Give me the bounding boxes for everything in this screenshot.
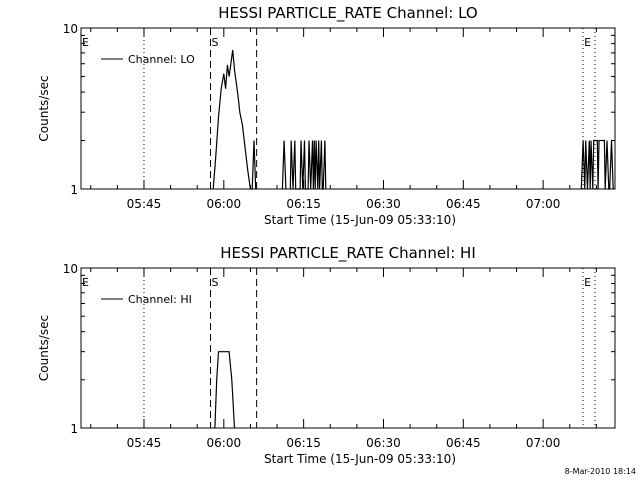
annotation-label: S xyxy=(212,36,219,49)
plot-frame xyxy=(80,267,616,429)
y-tick-label: 10 xyxy=(63,262,78,276)
plot-frame xyxy=(80,27,616,190)
x-tick-label: 07:00 xyxy=(526,197,561,211)
y-tick-label: 10 xyxy=(63,22,78,36)
x-axis-label: Start Time (15-Jun-09 05:33:10) xyxy=(264,213,456,227)
chart-panel-1: HESSI PARTICLE_RATE Channel: LO 1 10 05:45 0… xyxy=(37,4,616,227)
chart-panel-2: HESSI PARTICLE_RATE Channel: HI 1 10 05:45 0… xyxy=(37,244,616,466)
x-tick-label: 06:15 xyxy=(286,436,321,450)
series-1 xyxy=(214,351,236,429)
timestamp: 8-Mar-2010 18:14 xyxy=(565,467,636,476)
y-axis-label: Counts/sec xyxy=(37,315,51,381)
annotation-label: E xyxy=(82,36,89,49)
legend-entry: Channel: LO xyxy=(128,53,195,66)
annotation-label: E xyxy=(584,276,591,289)
x-tick-label: 06:30 xyxy=(366,436,401,450)
series-line xyxy=(212,49,614,190)
x-tick-label: 06:45 xyxy=(446,197,481,211)
series-1 xyxy=(212,49,614,190)
x-tick-label: 06:00 xyxy=(207,436,242,450)
x-tick-label: 06:00 xyxy=(207,197,242,211)
y-tick-label: 1 xyxy=(70,183,78,197)
x-tick-label: 06:15 xyxy=(286,197,321,211)
x-tick-label: 05:45 xyxy=(127,197,162,211)
series-line xyxy=(214,351,236,429)
annotation-label: E xyxy=(82,276,89,289)
y-tick-label: 1 xyxy=(70,422,78,436)
annotation-label: E xyxy=(584,36,591,49)
y-axis-label: Counts/sec xyxy=(37,75,51,141)
x-tick-label: 05:45 xyxy=(127,436,162,450)
chart-title: HESSI PARTICLE_RATE Channel: HI xyxy=(220,244,476,263)
x-tick-label: 06:30 xyxy=(366,197,401,211)
legend-entry: Channel: HI xyxy=(128,293,192,306)
annotation-label: S xyxy=(212,276,219,289)
x-axis-label: Start Time (15-Jun-09 05:33:10) xyxy=(264,452,456,466)
x-tick-label: 07:00 xyxy=(526,436,561,450)
chart-title: HESSI PARTICLE_RATE Channel: LO xyxy=(218,4,477,23)
x-tick-label: 06:45 xyxy=(446,436,481,450)
